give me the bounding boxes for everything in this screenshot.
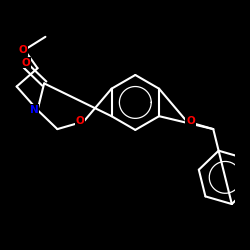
Text: N: N [30,105,38,115]
Text: O: O [186,116,195,126]
Text: O: O [76,116,84,126]
Text: O: O [18,45,27,55]
Text: O: O [22,58,30,68]
